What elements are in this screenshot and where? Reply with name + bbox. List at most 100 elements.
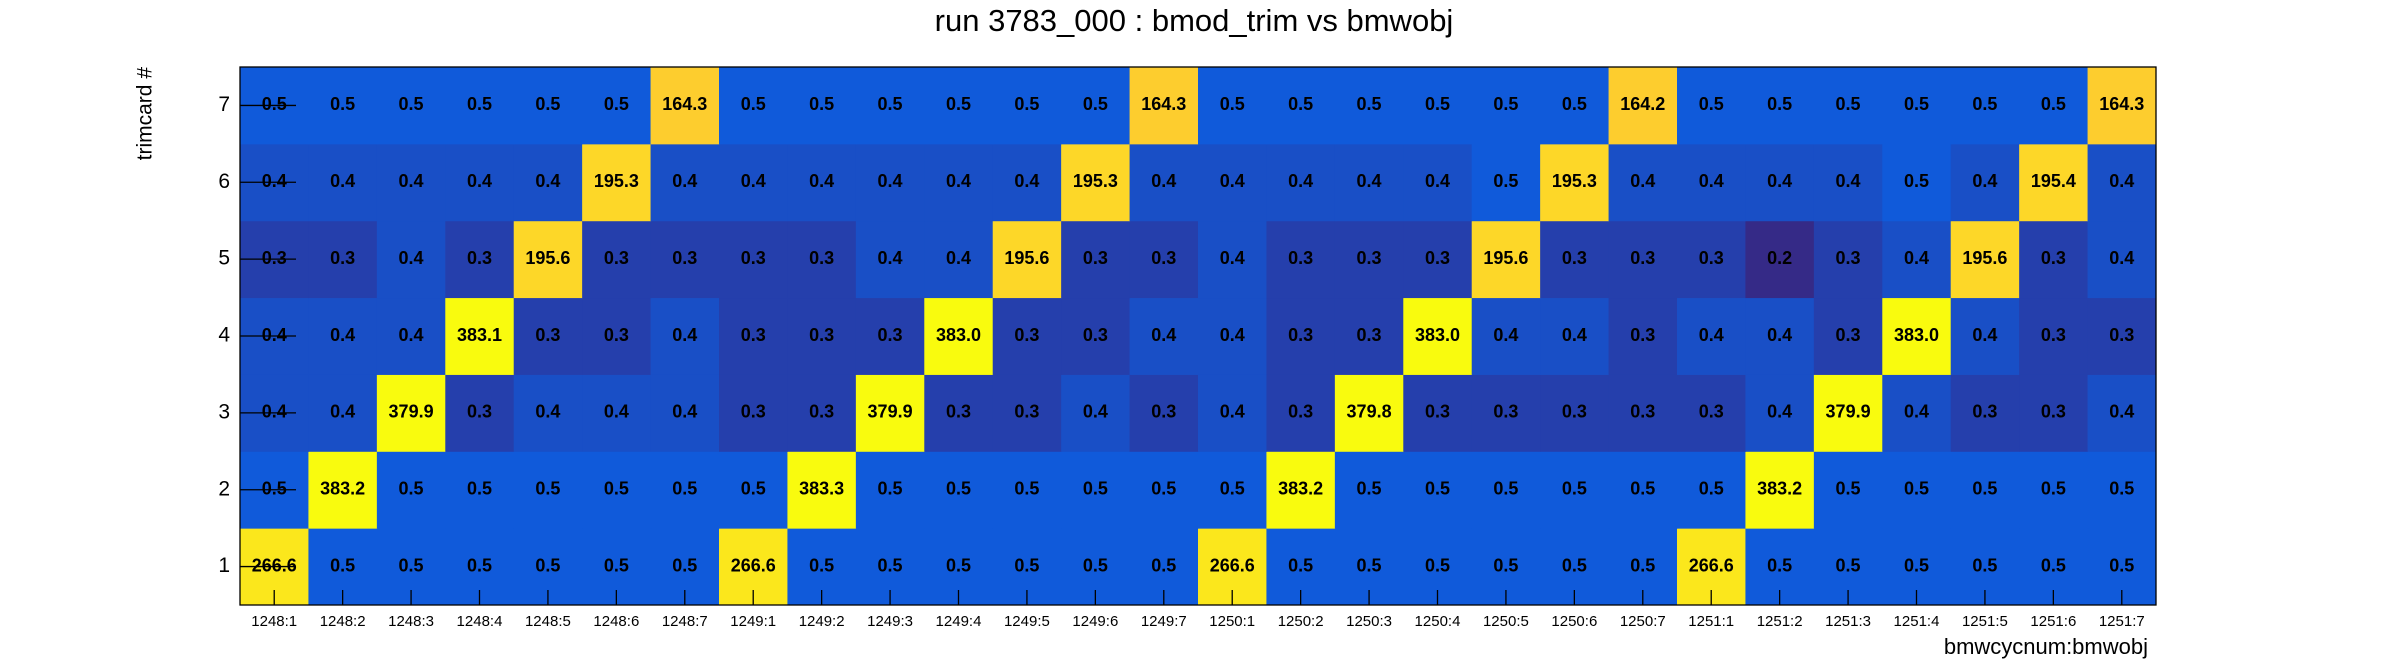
cell-label: 0.5 [1836, 94, 1861, 114]
cell [1677, 297, 1746, 375]
x-tick-label: 1248:7 [662, 613, 708, 630]
cell-label: 0.4 [262, 325, 287, 345]
cell-label: 383.0 [936, 325, 981, 345]
cell [1198, 374, 1267, 452]
cell [1813, 220, 1883, 299]
cell-label: 0.5 [946, 478, 971, 498]
cell [1813, 297, 1883, 375]
cell [308, 297, 378, 375]
x-tick-label: 1250:1 [1209, 613, 1255, 630]
cell-label: 0.5 [604, 555, 629, 575]
cell [1266, 297, 1336, 375]
cell [924, 220, 994, 299]
cell-label: 0.4 [809, 171, 834, 191]
cell-label: 195.3 [594, 171, 639, 191]
x-tick-label: 1249:3 [867, 613, 913, 630]
cell-label: 0.4 [1767, 171, 1792, 191]
cell [1061, 374, 1131, 452]
cell-label: 0.4 [467, 171, 492, 191]
cell [1198, 297, 1267, 375]
cell-label: 0.5 [878, 478, 903, 498]
cell-label: 0.4 [2109, 402, 2134, 422]
cell [1334, 297, 1404, 375]
cell [2019, 220, 2089, 299]
cell-label: 0.5 [399, 94, 424, 114]
cell [1745, 451, 1815, 529]
cell [513, 451, 583, 529]
cell [445, 374, 515, 452]
cell-label: 0.4 [2109, 171, 2134, 191]
cell [719, 220, 788, 299]
cell [1198, 67, 1267, 145]
cell [445, 297, 515, 375]
cell-label: 383.2 [1278, 478, 1323, 498]
cell [1950, 143, 2020, 222]
cell-label: 0.3 [2041, 325, 2066, 345]
y-tick-label: 6 [218, 170, 230, 193]
cell [1745, 143, 1815, 222]
cell-label: 0.5 [809, 94, 834, 114]
cell-label: 0.4 [1083, 402, 1108, 422]
cell-label: 0.4 [1220, 171, 1245, 191]
cell-label: 0.3 [1699, 402, 1724, 422]
cell [582, 220, 652, 299]
cell [719, 374, 788, 452]
cell-label: 0.4 [1904, 402, 1929, 422]
cell [1198, 451, 1267, 529]
cell [1266, 220, 1336, 299]
cell-label: 0.4 [1562, 325, 1587, 345]
cell [1403, 143, 1473, 222]
cell-label: 0.5 [535, 555, 560, 575]
cell-label: 0.5 [809, 555, 834, 575]
x-tick-label: 1251:1 [1688, 613, 1734, 630]
cell-label: 0.5 [2041, 478, 2066, 498]
x-tick-label: 1251:7 [2099, 613, 2145, 630]
cell [1266, 451, 1336, 529]
cell-label: 0.4 [399, 171, 424, 191]
cell-label: 0.3 [1083, 325, 1108, 345]
cells [240, 67, 2157, 606]
cell-label: 266.6 [731, 555, 776, 575]
cell-label: 0.3 [1151, 248, 1176, 268]
cell-label: 0.4 [330, 325, 355, 345]
cell-label: 0.4 [1699, 171, 1724, 191]
cell [1334, 143, 1404, 222]
x-tick-label: 1248:1 [251, 613, 297, 630]
cell [1882, 220, 1952, 299]
cell-label: 164.3 [1141, 94, 1186, 114]
cell-label: 0.5 [1151, 478, 1176, 498]
cell [1334, 374, 1404, 452]
y-tick-label: 2 [218, 477, 230, 500]
cell-label: 379.9 [1826, 402, 1871, 422]
cell [1471, 67, 1541, 145]
y-tick-label: 1 [218, 554, 230, 577]
cell [1882, 374, 1952, 452]
cell-label: 0.4 [946, 248, 971, 268]
cell-label: 0.5 [330, 94, 355, 114]
cell-label: 0.4 [330, 402, 355, 422]
cell [1129, 297, 1199, 375]
cell-label: 0.3 [1699, 248, 1724, 268]
cell [855, 143, 925, 222]
cell-label: 0.3 [262, 248, 287, 268]
cell-label: 0.5 [1562, 94, 1587, 114]
cell-label: 0.5 [1562, 478, 1587, 498]
cell-label: 0.4 [399, 248, 424, 268]
cell-label: 379.9 [389, 402, 434, 422]
cell-label: 0.5 [2109, 478, 2134, 498]
cell-label: 383.2 [1757, 478, 1802, 498]
cell [1471, 297, 1541, 375]
cell [308, 451, 378, 529]
cell [1745, 374, 1815, 452]
cell-label: 0.3 [1288, 325, 1313, 345]
cell-label: 0.5 [1357, 555, 1382, 575]
cell [1061, 297, 1131, 375]
cell [513, 220, 583, 299]
cell [445, 143, 515, 222]
cell-label: 0.5 [399, 555, 424, 575]
cell-label: 0.4 [1972, 325, 1997, 345]
cell [1608, 143, 1678, 222]
cell-label: 0.3 [741, 325, 766, 345]
cell [582, 67, 652, 145]
cell-label: 0.5 [262, 94, 287, 114]
